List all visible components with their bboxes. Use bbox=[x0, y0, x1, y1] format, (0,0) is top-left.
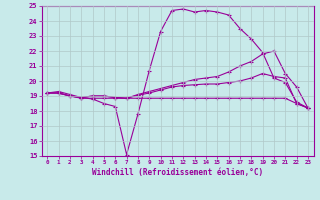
X-axis label: Windchill (Refroidissement éolien,°C): Windchill (Refroidissement éolien,°C) bbox=[92, 168, 263, 177]
